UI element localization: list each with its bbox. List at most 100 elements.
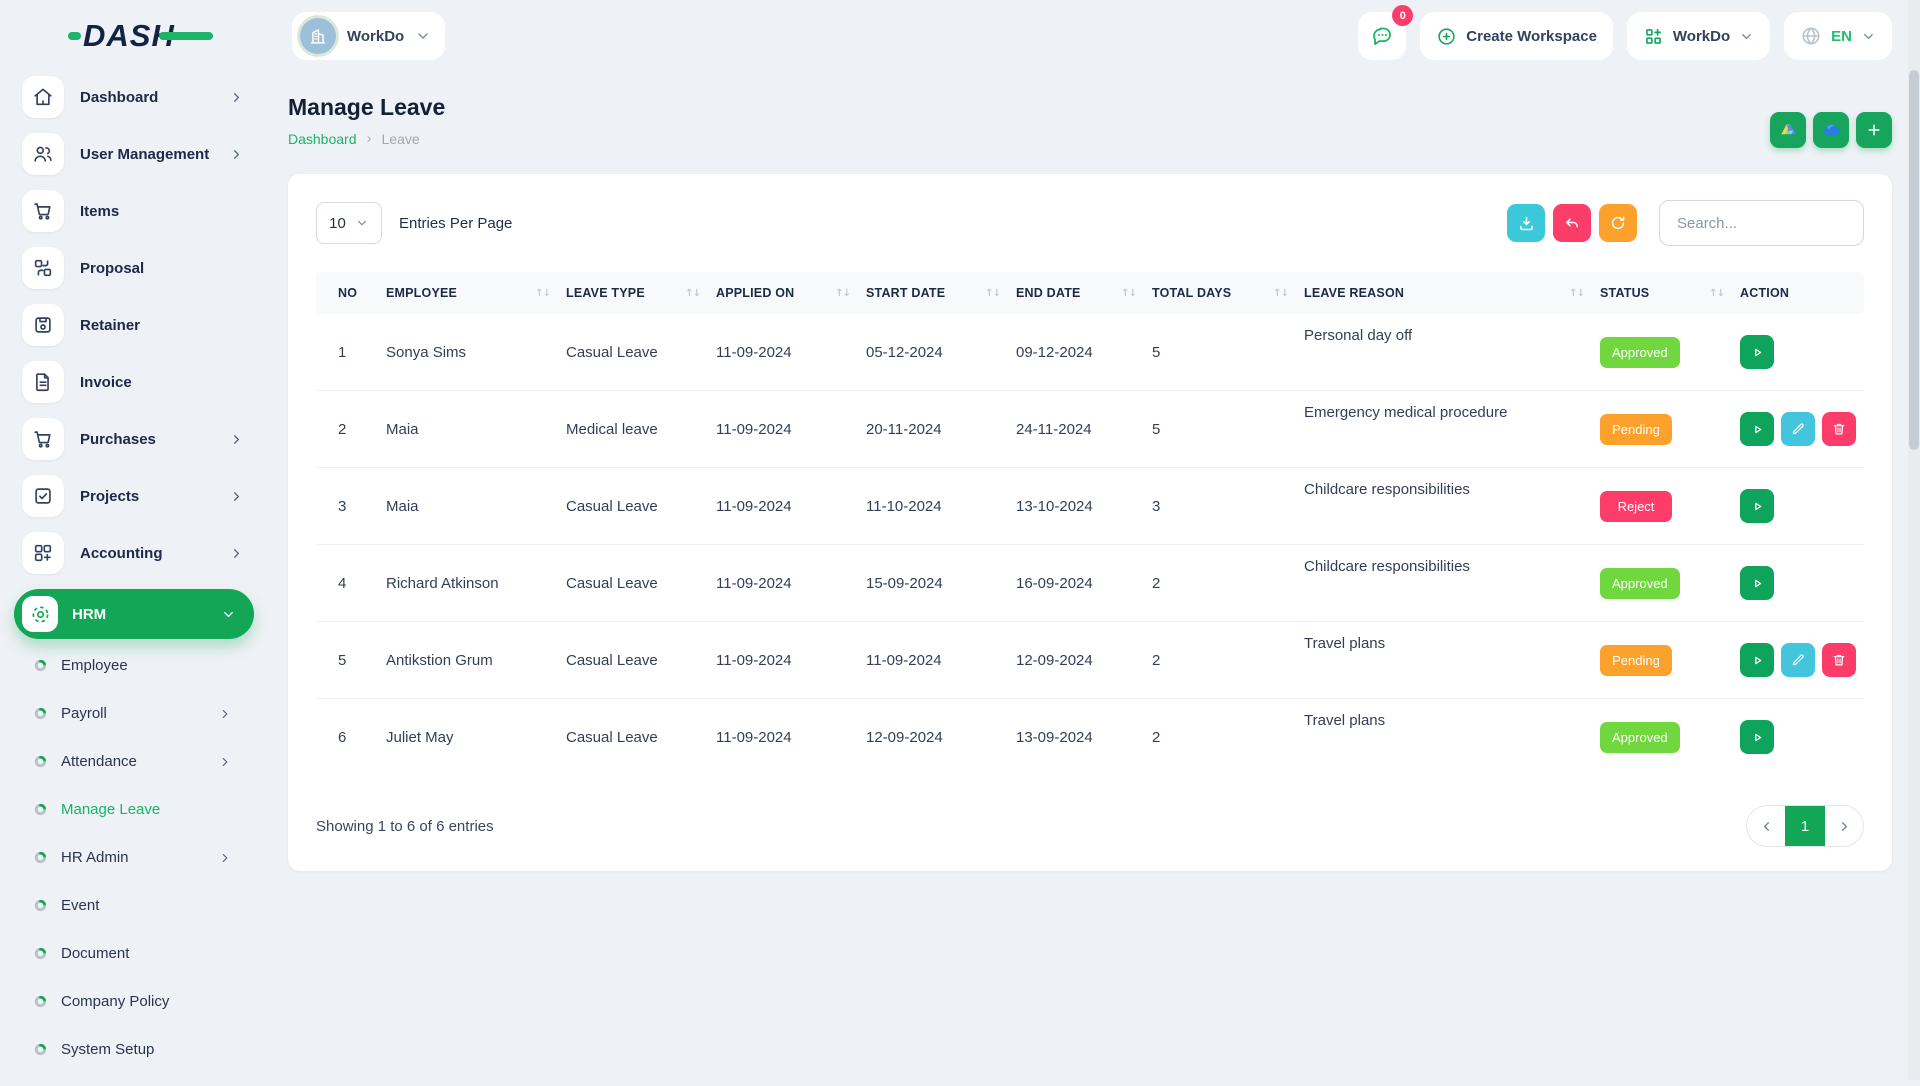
col-start-date: START DATE ↑↓	[858, 272, 1008, 314]
sidebar-subitem-manage-leave[interactable]: Manage Leave	[34, 798, 232, 821]
onedrive-button[interactable]	[1813, 112, 1849, 148]
language-selector[interactable]: EN	[1784, 12, 1892, 60]
main-content: Manage Leave Dashboard › Leave 10	[268, 72, 1920, 871]
play-icon	[1749, 498, 1766, 515]
sidebar-item-user-management[interactable]: User Management	[22, 133, 268, 175]
cell-employee: Sonya Sims	[386, 343, 467, 361]
chevron-down-icon	[1739, 29, 1754, 44]
view-button[interactable]	[1740, 720, 1774, 754]
chevron-right-icon	[229, 432, 244, 447]
workspace-selector[interactable]: WorkDo	[292, 12, 446, 60]
chevron-right-icon	[229, 489, 244, 504]
edit-button[interactable]	[1781, 643, 1815, 677]
create-workspace-button[interactable]: Create Workspace	[1420, 12, 1613, 60]
sidebar-subitem-attendance[interactable]: Attendance	[34, 750, 232, 773]
plus-icon	[1865, 121, 1883, 139]
cell-employee: Antikstion Grum	[378, 621, 558, 699]
save-icon	[22, 304, 64, 346]
document-icon	[22, 361, 64, 403]
sidebar-subitem-event[interactable]: Event	[34, 894, 232, 917]
scrollbar-thumb[interactable]	[1909, 70, 1919, 450]
sidebar-item-proposal[interactable]: Proposal	[22, 247, 268, 289]
sidebar-item-items[interactable]: Items	[22, 190, 268, 232]
view-button[interactable]	[1740, 643, 1774, 677]
play-icon	[1749, 344, 1766, 361]
workspace-avatar	[300, 18, 336, 54]
sidebar-subitem-hr-admin[interactable]: HR Admin	[34, 846, 232, 869]
sort-icon[interactable]: ↑↓	[1121, 288, 1137, 299]
sidebar-subitem-system-setup[interactable]: System Setup	[34, 1038, 232, 1061]
workdo-menu-label: WorkDo	[1672, 27, 1731, 45]
edit-button[interactable]	[1781, 412, 1815, 446]
sidebar-subitem-company-policy[interactable]: Company Policy	[34, 990, 232, 1013]
sort-icon[interactable]: ↑↓	[685, 288, 701, 299]
chevron-right-icon	[1837, 819, 1852, 834]
search-input[interactable]	[1659, 200, 1864, 246]
add-leave-button[interactable]	[1856, 112, 1892, 148]
refresh-icon	[1609, 214, 1627, 232]
undo-icon	[1563, 214, 1581, 232]
sidebar-item-accounting[interactable]: Accounting	[22, 532, 268, 574]
trash-icon	[1831, 652, 1847, 668]
sort-icon[interactable]: ↑↓	[1709, 288, 1725, 299]
leave-table: NO EMPLOYEE ↑↓ LEAVE TYPE ↑↓ APPLIED ON ↑↓ …	[316, 272, 1864, 775]
table-row: 2 Maia Medical leave 11-09-2024 20-11-20…	[316, 390, 1864, 468]
donut-icon	[34, 803, 47, 816]
sidebar-item-dashboard[interactable]: Dashboard	[22, 76, 268, 118]
brand-logo[interactable]: DASH	[68, 18, 213, 54]
sort-icon[interactable]: ↑↓	[835, 288, 851, 299]
entries-per-page-label: Entries Per Page	[399, 214, 513, 232]
hrm-hub-icon	[22, 596, 58, 632]
pagination: 1	[1746, 805, 1864, 847]
sidebar-item-hrm[interactable]: HRM	[14, 589, 254, 639]
breadcrumb-dashboard-link[interactable]: Dashboard	[288, 130, 357, 147]
sort-icon[interactable]: ↑↓	[985, 288, 1001, 299]
sidebar-item-projects[interactable]: Projects	[22, 475, 268, 517]
sort-icon[interactable]: ↑↓	[535, 288, 551, 299]
view-button[interactable]	[1740, 566, 1774, 600]
sort-icon[interactable]: ↑↓	[1273, 288, 1289, 299]
status-badge: Approved	[1600, 336, 1680, 368]
chevron-down-icon	[221, 607, 236, 622]
pencil-icon	[1790, 652, 1806, 668]
donut-icon	[34, 947, 47, 960]
google-drive-button[interactable]	[1770, 112, 1806, 148]
workdo-apps-menu[interactable]: WorkDo	[1626, 12, 1771, 60]
status-badge: Approved	[1600, 721, 1680, 753]
sidebar-subitem-employee[interactable]: Employee	[34, 654, 232, 677]
chevron-left-icon	[1759, 819, 1774, 834]
delete-button[interactable]	[1822, 643, 1856, 677]
view-button[interactable]	[1740, 335, 1774, 369]
view-button[interactable]	[1740, 412, 1774, 446]
messages-button[interactable]: 0	[1358, 5, 1414, 60]
status-badge: Reject	[1600, 490, 1672, 522]
pagination-page-1[interactable]: 1	[1785, 806, 1825, 846]
top-bar: DASH WorkDo 0 Create Workspace WorkDo EN	[0, 0, 1920, 72]
donut-icon	[34, 659, 47, 672]
sidebar-item-retainer[interactable]: Retainer	[22, 304, 268, 346]
refresh-button[interactable]	[1599, 204, 1637, 242]
sort-icon[interactable]: ↑↓	[1569, 288, 1585, 299]
view-button[interactable]	[1740, 489, 1774, 523]
col-no: NO	[316, 272, 378, 314]
chevron-right-icon	[229, 90, 244, 105]
language-code: EN	[1831, 27, 1852, 45]
export-button[interactable]	[1507, 204, 1545, 242]
leave-table-card: 10 Entries Per Page	[288, 174, 1892, 871]
entries-per-page-select[interactable]: 10	[316, 202, 382, 244]
sidebar-subitem-payroll[interactable]: Payroll	[34, 702, 232, 725]
create-workspace-label: Create Workspace	[1466, 27, 1597, 45]
sidebar-subitem-document[interactable]: Document	[34, 942, 232, 965]
pagination-prev-button[interactable]	[1747, 806, 1785, 846]
delete-button[interactable]	[1822, 412, 1856, 446]
sidebar-item-invoice[interactable]: Invoice	[22, 361, 268, 403]
scrollbar[interactable]	[1908, 0, 1920, 1080]
table-row: 6 Juliet May Casual Leave 11-09-2024 12-…	[316, 698, 1864, 775]
table-row: 1 Sonya Sims Casual Leave 11-09-2024 05-…	[316, 314, 1864, 391]
undo-button[interactable]	[1553, 204, 1591, 242]
sidebar-item-purchases[interactable]: Purchases	[22, 418, 268, 460]
pagination-next-button[interactable]	[1825, 806, 1863, 846]
trash-icon	[1831, 421, 1847, 437]
col-leave-type: LEAVE TYPE ↑↓	[558, 272, 708, 314]
table-row: 4 Richard Atkinson Casual Leave 11-09-20…	[316, 544, 1864, 622]
